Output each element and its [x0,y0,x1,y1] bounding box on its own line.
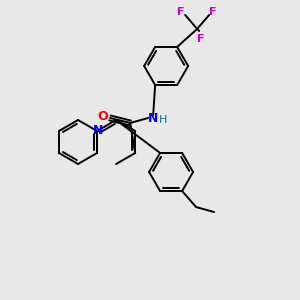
Text: F: F [209,7,217,17]
Text: O: O [98,110,109,124]
Text: F: F [177,7,185,17]
Text: N: N [93,124,103,137]
Text: F: F [197,34,205,44]
Text: N: N [148,112,158,124]
Text: H: H [159,115,167,125]
